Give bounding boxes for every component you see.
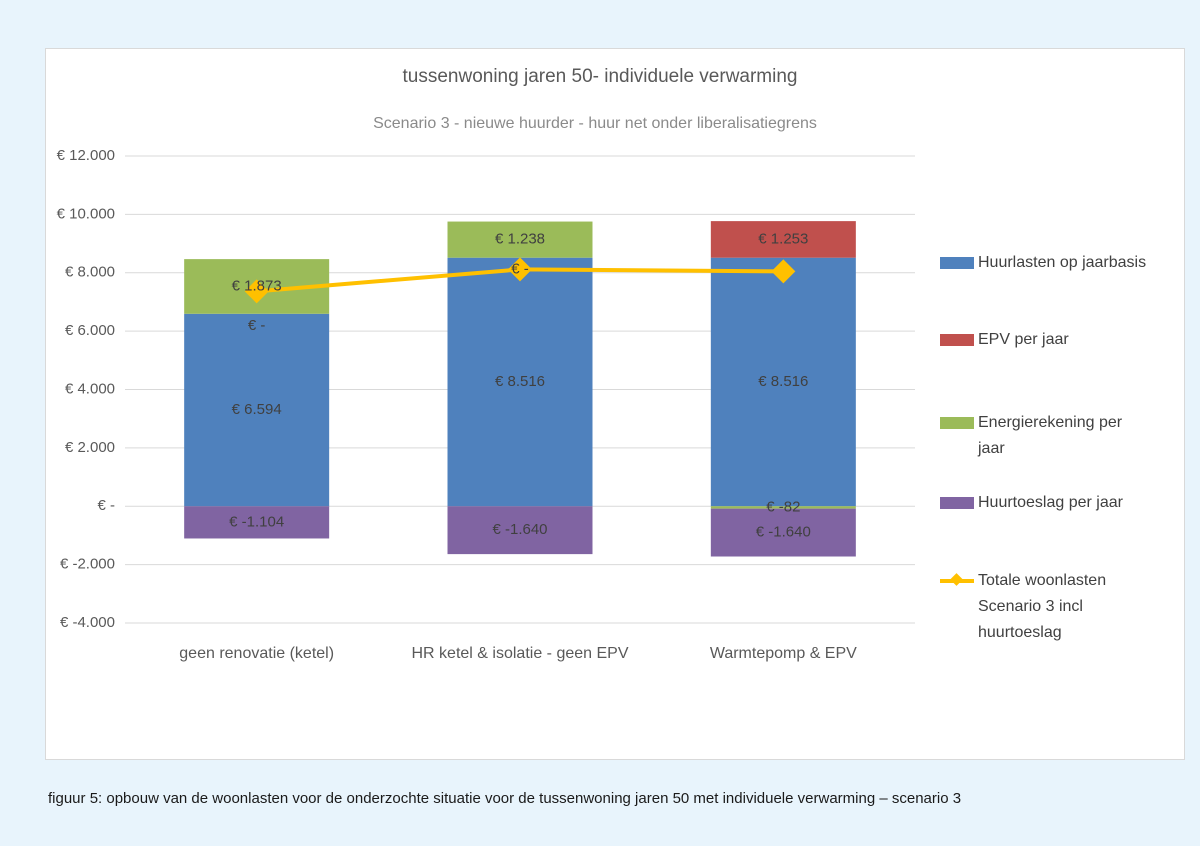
legend-swatch bbox=[940, 334, 974, 346]
data-label: € -82 bbox=[766, 498, 800, 515]
legend-entry: Energierekening per jaar bbox=[940, 410, 1140, 462]
x-tick-label: HR ketel & isolatie - geen EPV bbox=[412, 645, 629, 662]
x-tick-label: Warmtepomp & EPV bbox=[710, 645, 857, 662]
legend-label: EPV per jaar bbox=[978, 331, 1069, 348]
line-marker bbox=[508, 257, 532, 282]
data-label: € 8.516 bbox=[758, 373, 808, 390]
y-tick-label: € 2.000 bbox=[65, 439, 115, 456]
data-label: € -1.104 bbox=[229, 513, 284, 530]
y-tick-label: € 12.000 bbox=[57, 147, 115, 164]
y-tick-label: € -2.000 bbox=[60, 556, 115, 573]
chart-title: tussenwoning jaren 50- individuele verwa… bbox=[403, 66, 798, 87]
legend-label: Huurlasten op jaarbasis bbox=[978, 254, 1147, 271]
bar-segment bbox=[447, 257, 593, 507]
legend-entry: EPV per jaar bbox=[940, 327, 1140, 353]
data-label: € -1.640 bbox=[756, 524, 811, 541]
legend-label: Totale woonlasten Scenario 3 incl huurto… bbox=[978, 572, 1107, 641]
x-tick-label: geen renovatie (ketel) bbox=[179, 645, 334, 662]
caption: figuur 5: opbouw van de woonlasten voor … bbox=[48, 790, 962, 807]
data-label: € 1.238 bbox=[495, 231, 545, 248]
y-tick-label: € -4.000 bbox=[60, 614, 115, 631]
legend-entry: Huurlasten op jaarbasis bbox=[940, 250, 1146, 276]
y-tick-label: € 6.000 bbox=[65, 322, 115, 339]
data-label: € - bbox=[248, 317, 266, 334]
y-tick-label: € - bbox=[97, 497, 115, 514]
data-label: € 6.594 bbox=[232, 401, 282, 418]
legend-swatch bbox=[940, 257, 974, 269]
bar-segment bbox=[447, 506, 593, 555]
bar-segment bbox=[710, 508, 856, 557]
legend-entry: Totale woonlasten Scenario 3 incl huurto… bbox=[940, 568, 1140, 646]
data-label: € 8.516 bbox=[495, 373, 545, 390]
bar-segment bbox=[447, 221, 593, 258]
y-tick-label: € 4.000 bbox=[65, 380, 115, 397]
bar-segment bbox=[710, 221, 856, 258]
line-marker bbox=[244, 279, 269, 304]
legend-marker bbox=[950, 573, 963, 586]
legend-entry: Huurtoeslag per jaar bbox=[940, 490, 1140, 516]
data-label: € 1.253 bbox=[758, 230, 808, 247]
legend-swatch bbox=[940, 573, 974, 586]
line-marker bbox=[771, 259, 796, 284]
bar-segment bbox=[710, 506, 856, 509]
y-tick-label: € 10.000 bbox=[57, 205, 115, 222]
bar-segment bbox=[710, 257, 856, 507]
y-tick-label: € 8.000 bbox=[65, 264, 115, 281]
bar-segment bbox=[184, 313, 330, 507]
data-label: € 1.873 bbox=[232, 277, 282, 294]
data-label: € - bbox=[511, 261, 529, 278]
chart-subtitle: Scenario 3 - nieuwe huurder - huur net o… bbox=[373, 115, 817, 132]
legend-label: Huurtoeslag per jaar bbox=[978, 494, 1123, 511]
data-label: € -1.640 bbox=[492, 521, 547, 538]
legend-label: Energierekening per jaar bbox=[978, 414, 1123, 457]
legend-swatch bbox=[940, 417, 974, 429]
bar-segment bbox=[184, 506, 330, 539]
legend-swatch bbox=[940, 497, 974, 509]
